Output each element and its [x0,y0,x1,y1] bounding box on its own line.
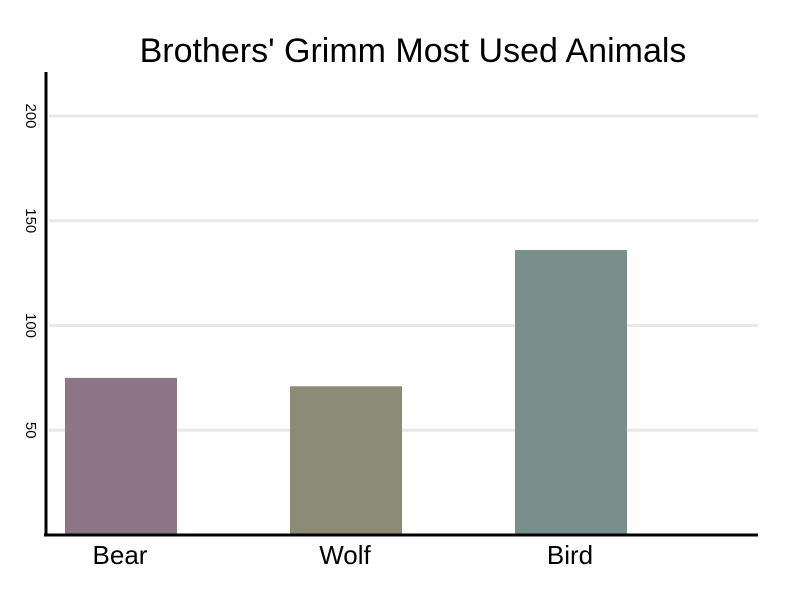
x-tick-label-bird: Bird [547,540,593,570]
y-tick-label: 200 [22,103,39,128]
x-tick-label-wolf: Wolf [319,540,371,570]
y-tick-label: 50 [22,422,39,439]
y-tick-label: 150 [22,208,39,233]
y-tick-label: 100 [22,313,39,338]
bar-wolf [290,386,402,535]
x-tick-label-bear: Bear [93,540,148,570]
y-axis-ticks: 50 100 150 200 [22,103,39,438]
gridlines [49,114,758,432]
bars [65,250,627,535]
bar-bear [65,377,177,535]
chart-title: Brothers' Grimm Most Used Animals [140,32,687,70]
bar-bird [515,250,627,535]
x-axis-labels: Bear Wolf Bird [93,540,594,570]
